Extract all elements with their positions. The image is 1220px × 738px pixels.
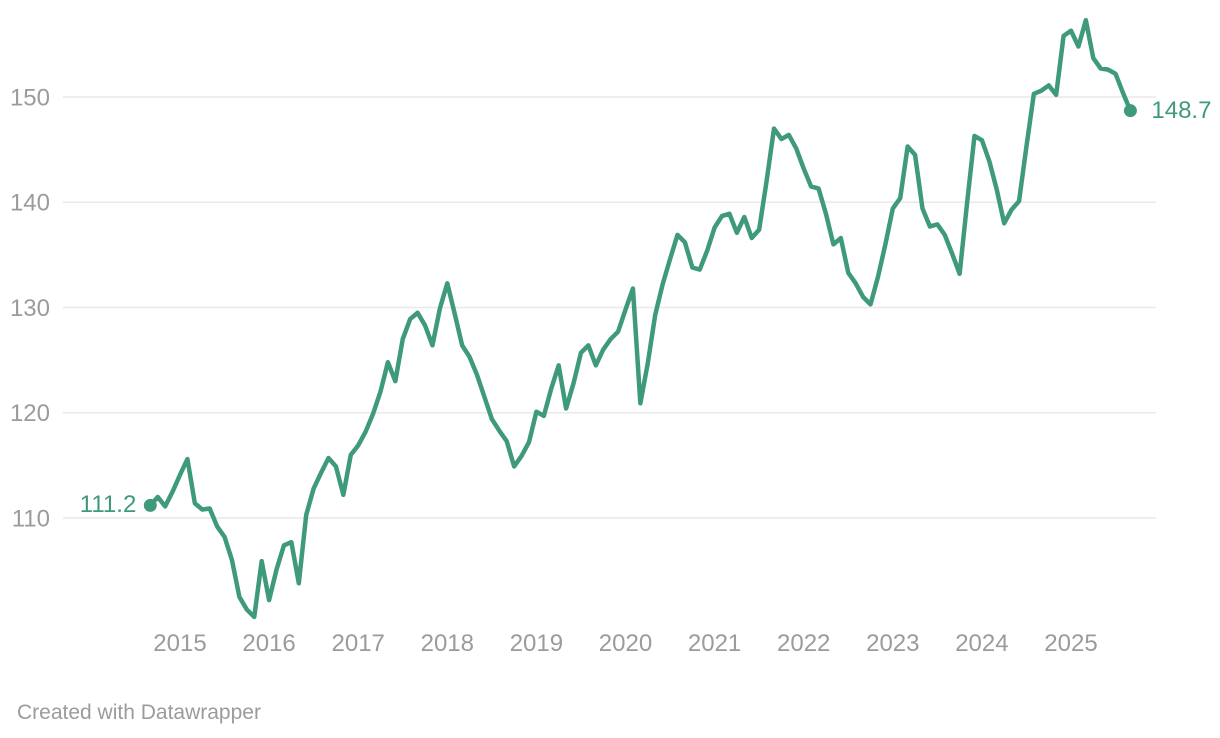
x-tick-label: 2025 <box>1044 630 1097 657</box>
start-value-label: 111.2 <box>80 491 137 518</box>
end-dot <box>1123 104 1137 118</box>
y-tick-label: 130 <box>10 295 50 322</box>
x-tick-label: 2020 <box>599 630 652 657</box>
x-tick-label: 2015 <box>153 630 206 657</box>
y-tick-label: 110 <box>12 505 50 532</box>
x-tick-label: 2017 <box>332 630 385 657</box>
x-tick-label: 2019 <box>510 630 563 657</box>
y-tick-label: 120 <box>10 400 50 427</box>
line-chart: 110 120 130 140 150 2015 2016 2017 2018 2019 2020… <box>10 17 1211 657</box>
x-tick-label: 2018 <box>421 630 474 657</box>
x-tick-label: 2023 <box>866 630 919 657</box>
x-tick-label: 2021 <box>688 630 741 657</box>
x-axis-tick-labels: 2015 2016 2017 2018 2019 2020 2021 2022 2023 2024… <box>153 630 1097 657</box>
x-tick-label: 2024 <box>955 630 1008 657</box>
end-value-label: 148.7 <box>1151 97 1211 124</box>
y-tick-label: 150 <box>10 84 50 111</box>
x-tick-label: 2016 <box>242 630 295 657</box>
start-dot <box>143 498 157 512</box>
chart-line <box>148 17 1133 620</box>
y-axis-tick-labels: 110 120 130 140 150 <box>10 84 50 532</box>
datawrapper-credit-link[interactable]: Created with Datawrapper <box>17 701 261 724</box>
x-tick-label: 2022 <box>777 630 830 657</box>
y-tick-label: 140 <box>10 190 50 217</box>
gridlines <box>63 96 1156 519</box>
